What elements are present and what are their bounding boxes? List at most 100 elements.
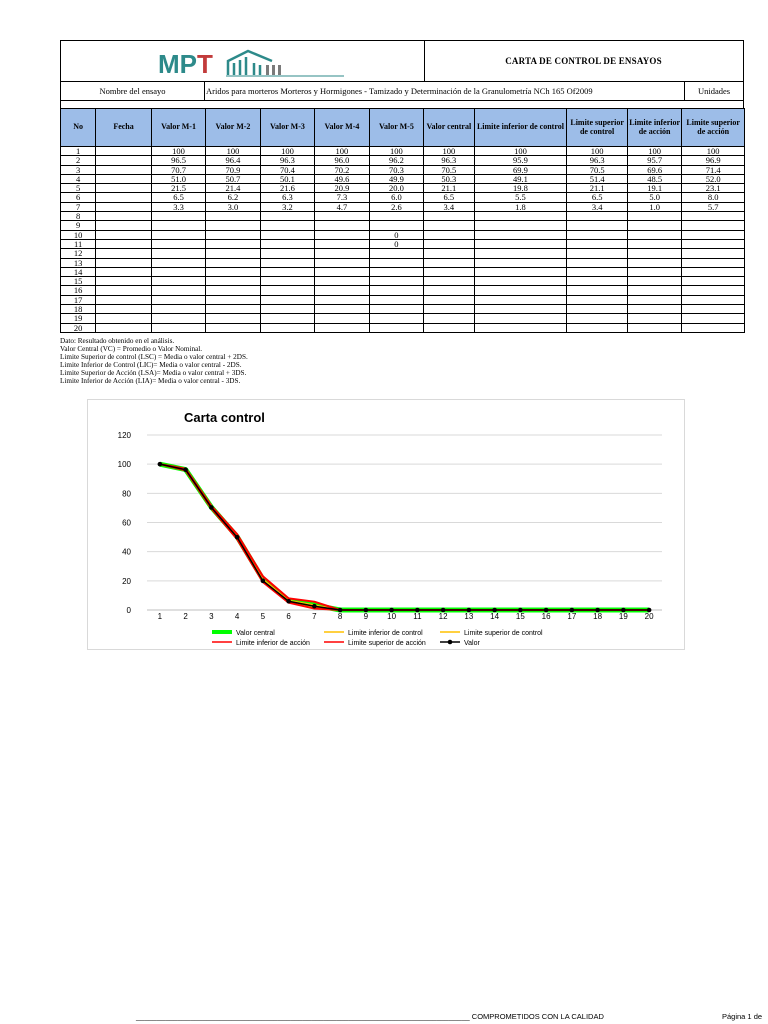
note-line: Limite Inferior de Control (LIC)= Media … [60, 361, 242, 369]
spacer-row [60, 100, 744, 109]
note-line: Limite Inferior de Acción (LIA)= Media o… [60, 377, 241, 385]
table-cell [368, 276, 425, 287]
table-cell [95, 201, 152, 213]
table-cell: 70.7 [150, 164, 207, 175]
table-cell [473, 313, 568, 324]
table-cell [473, 229, 568, 240]
data-point [492, 607, 497, 613]
table-cell [473, 266, 568, 278]
table-cell [681, 229, 745, 240]
table-cell [314, 229, 370, 240]
data-point [234, 534, 240, 540]
table-cell [626, 313, 683, 324]
table-cell [150, 322, 207, 333]
table-cell [95, 211, 152, 222]
legend-label: Limite inferior de acción [236, 640, 310, 647]
table-cell [368, 211, 425, 222]
notes-block: Dato: Resultado obtenido en el análisis.… [60, 337, 248, 385]
table-cell [95, 276, 152, 287]
table-cell [368, 220, 425, 231]
table-cell [150, 238, 207, 250]
table-cell [566, 248, 628, 259]
footer-slogan: ________________________________________… [136, 1012, 604, 1021]
y-tick-label: 120 [118, 431, 132, 440]
note-line: Valor Central (VC) = Promedio o Valor No… [60, 345, 203, 353]
test-name-row: Nombre del ensayo Aridos para morteros M… [60, 81, 744, 101]
table-cell [150, 276, 207, 287]
table-cell [423, 266, 475, 278]
table-cell: 96.3 [259, 155, 316, 166]
table-cell [473, 276, 568, 287]
data-point [209, 505, 214, 510]
table-cell [205, 285, 261, 296]
column-header: Valor M-5 [368, 108, 425, 147]
table-cell [150, 220, 207, 231]
table-cell [681, 313, 745, 324]
note-line: Limite Superior de Acción (LSA)= Media o… [60, 369, 247, 377]
x-tick-label: 7 [312, 612, 317, 621]
x-tick-label: 16 [542, 612, 551, 621]
table-cell [473, 294, 568, 306]
table-cell [95, 304, 152, 315]
table-cell [314, 285, 370, 296]
x-tick-label: 10 [387, 612, 396, 621]
table-cell [368, 322, 425, 333]
table-cell [368, 304, 425, 315]
table-cell [626, 304, 683, 315]
column-header: Valor central [423, 108, 475, 147]
table-cell [259, 313, 316, 324]
table-cell: 70.5 [566, 164, 628, 175]
table-cell: 20 [59, 322, 97, 333]
table-cell [681, 211, 745, 222]
table-cell: 7.3 [314, 192, 370, 203]
table-cell: 96.4 [205, 155, 261, 166]
table-row: 5 21.5 21.4 21.6 20.9 20.0 21.1 19.8 21.1 19.1 23.… [59, 183, 745, 194]
data-point [595, 607, 600, 613]
column-header: Limite superior de control [566, 108, 628, 147]
table-cell [473, 220, 568, 231]
table-cell [423, 322, 475, 333]
table-cell [368, 285, 425, 296]
table-cell: 6.0 [368, 192, 425, 203]
series-line [159, 463, 650, 611]
test-name-value: Aridos para morteros Morteros y Hormigon… [204, 81, 685, 100]
legend-label: Limite superior de acción [348, 640, 426, 647]
table-row: 11 0 [59, 238, 745, 250]
table-cell: 6.5 [423, 192, 475, 203]
table-cell [368, 266, 425, 278]
table-row: 20 [59, 322, 745, 333]
table-cell [423, 220, 475, 231]
table-body: 1 100 100 100 100 100 100 100 100 100 100 2 96.5 96.4… [59, 145, 745, 333]
table-cell [314, 266, 370, 278]
table-cell [150, 285, 207, 296]
table-cell [150, 313, 207, 324]
table-cell [681, 304, 745, 315]
legend-label: Valor [464, 640, 480, 647]
data-point [440, 607, 446, 613]
table-cell: 19 [59, 313, 97, 324]
table-cell [473, 257, 568, 268]
table-cell [259, 304, 316, 315]
table-cell [150, 229, 207, 240]
table-cell [95, 322, 152, 333]
table-cell [150, 211, 207, 222]
table-cell: 70.9 [205, 164, 261, 175]
table-row: 3 70.7 70.9 70.4 70.2 70.3 70.5 69.9 70.5 69.6 71.… [59, 164, 745, 175]
table-cell [423, 276, 475, 287]
table-cell [626, 238, 683, 250]
table-cell: 5.5 [473, 192, 568, 203]
x-tick-label: 3 [209, 612, 214, 621]
table-cell [205, 294, 261, 306]
table-cell [314, 304, 370, 315]
table-cell [95, 164, 152, 175]
control-data-table: No Fecha Valor M-1 Valor M-2 Valor M-3 Valor … [59, 108, 745, 333]
table-cell [259, 220, 316, 231]
y-tick-label: 60 [122, 519, 131, 528]
table-cell [259, 294, 316, 306]
x-tick-label: 9 [364, 612, 369, 621]
table-cell [423, 257, 475, 268]
table-cell: 0 [368, 238, 425, 250]
table-cell [681, 248, 745, 259]
table-cell [566, 257, 628, 268]
